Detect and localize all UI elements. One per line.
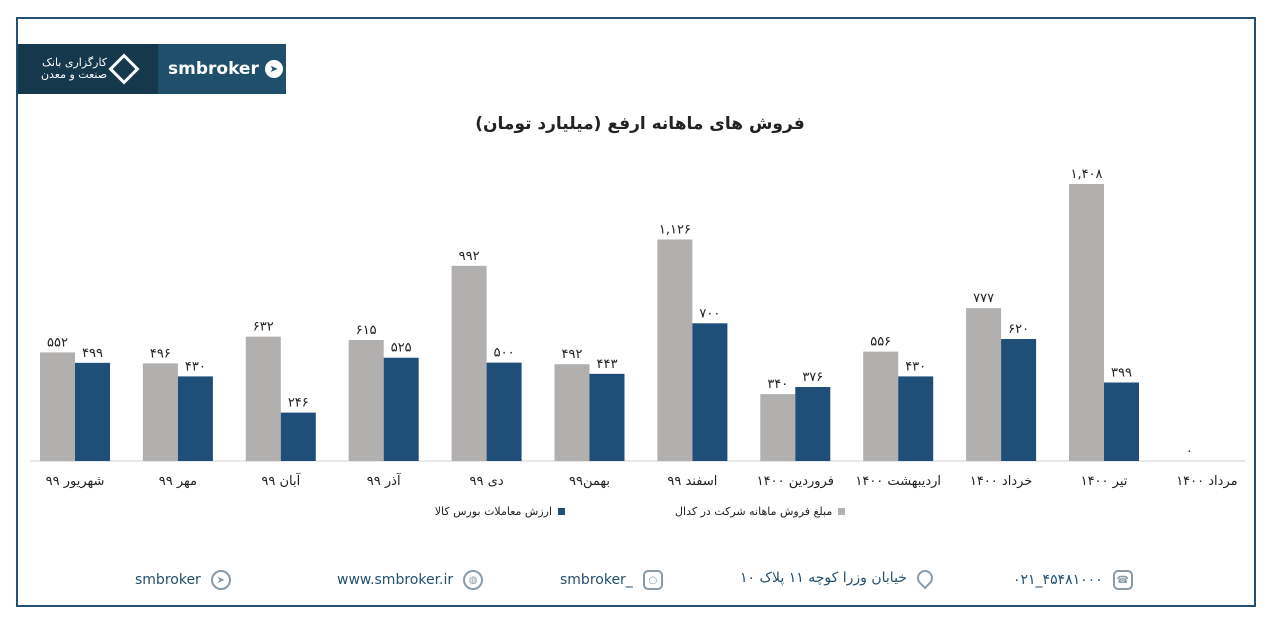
bar-s1-0 <box>75 362 110 461</box>
bar-s1-8 <box>898 376 934 461</box>
bar-s0-0 <box>40 352 75 461</box>
bar-s0-7 <box>760 394 796 461</box>
x-tick-label-10: تیر ۱۴۰۰ <box>1081 474 1128 489</box>
data-label-s1-2: ۲۴۶ <box>288 396 309 411</box>
bar-s1-9 <box>1001 339 1037 461</box>
bar-s1-2 <box>280 412 316 461</box>
header-logo-strip: کارگزاری بانک صنعت و معدن smbroker ➤ <box>18 44 286 94</box>
chart-title: فروش های ماهانه ارفع (میلیارد تومان) <box>475 114 805 134</box>
x-tick-label-11: مرداد ۱۴۰۰ <box>1176 474 1237 489</box>
footer-instagram[interactable]: smbroker_ ○ <box>560 570 663 590</box>
paper-plane-icon: ➤ <box>210 570 231 590</box>
data-label-s0-2: ۶۳۲ <box>253 320 274 335</box>
legend-swatch-gray <box>838 508 846 515</box>
data-label-s0-3: ۶۱۵ <box>356 323 377 338</box>
bar-s0-4 <box>451 265 487 461</box>
footer-address-text: خیابان وزرا کوچه ۱۱ پلاک ۱۰ <box>740 570 907 586</box>
instagram-icon: ○ <box>642 570 663 590</box>
bar-s0-8 <box>863 351 899 461</box>
x-tick-label-3: آذر ۹۹ <box>367 472 402 489</box>
x-tick-label-9: خرداد ۱۴۰۰ <box>970 474 1032 489</box>
data-label-s0-9: ۷۷۷ <box>973 291 994 306</box>
data-label-s1-5: ۴۴۳ <box>597 357 618 372</box>
brand: smbroker ➤ <box>168 59 283 79</box>
bar-s1-5 <box>589 373 625 461</box>
data-label-s0-1: ۴۹۶ <box>150 346 171 361</box>
x-tick-label-7: فروردین ۱۴۰۰ <box>757 474 834 489</box>
bar-s1-7 <box>795 387 831 461</box>
legend-swatch-blue <box>558 508 566 515</box>
x-tick-label-6: اسفند ۹۹ <box>667 474 717 489</box>
footer-website[interactable]: www.smbroker.ir ◍ <box>337 570 484 590</box>
data-label-s0-10: ۱,۴۰۸ <box>1070 167 1102 182</box>
brand-name: smbroker <box>168 59 259 79</box>
data-label-s1-6: ۷۰۰ <box>699 306 720 321</box>
data-label-s0-7: ۳۴۰ <box>767 377 788 392</box>
bar-s1-6 <box>692 323 728 461</box>
legend-label-exchange: ارزش معاملات بورس کالا <box>434 505 553 518</box>
data-label-s1-3: ۵۲۵ <box>391 341 412 356</box>
data-label-s0-8: ۵۵۶ <box>870 335 891 350</box>
bar-s1-1 <box>177 376 213 461</box>
footer-telegram-text: smbroker <box>135 572 201 588</box>
bar-s0-9 <box>966 308 1002 461</box>
data-label-s0-11: ۰ <box>1186 444 1193 459</box>
bar-s1-4 <box>486 362 522 461</box>
page-frame <box>16 17 1256 607</box>
bar-s0-2 <box>245 336 281 461</box>
data-label-s1-7: ۳۷۶ <box>802 370 823 385</box>
footer-phone-text: ۰۲۱_۴۵۴۸۱۰۰۰ <box>1013 572 1103 588</box>
footer-address: خیابان وزرا کوچه ۱۱ پلاک ۱۰ <box>740 566 937 590</box>
legend-item-exchange: ارزش معاملات بورس کالا <box>434 505 566 518</box>
bar-s0-3 <box>348 340 384 461</box>
data-label-s1-4: ۵۰۰ <box>494 346 515 361</box>
footer: smbroker ➤ www.smbroker.ir ◍ smbroker_ ○… <box>0 566 1280 600</box>
data-label-s0-6: ۱,۱۲۶ <box>659 222 691 237</box>
bar-s1-10 <box>1104 382 1139 461</box>
x-tick-label-5: بهمن۹۹ <box>569 474 610 489</box>
bar-s0-6 <box>657 239 693 461</box>
data-label-s1-8: ۴۳۰ <box>905 359 926 374</box>
bar-s0-1 <box>142 363 178 461</box>
x-tick-label-0: شهریور ۹۹ <box>46 474 105 489</box>
globe-icon: ◍ <box>463 570 484 590</box>
footer-telegram[interactable]: smbroker ➤ <box>135 570 231 590</box>
bank-logo: کارگزاری بانک صنعت و معدن <box>18 44 158 94</box>
location-pin-icon <box>913 566 937 590</box>
data-label-s1-0: ۴۹۹ <box>82 346 103 361</box>
data-label-s0-5: ۴۹۲ <box>562 347 583 362</box>
chart-legend: مبلغ فروش ماهانه شرکت در کدال ارزش معامل… <box>0 505 1280 518</box>
data-label-s1-10: ۳۹۹ <box>1111 366 1132 381</box>
data-label-s1-1: ۴۳۰ <box>185 359 206 374</box>
logo-text-line1: کارگزاری بانک <box>42 56 108 69</box>
legend-label-kodal: مبلغ فروش ماهانه شرکت در کدال <box>675 505 833 518</box>
bar-s1-3 <box>383 357 419 461</box>
telegram-icon: ➤ <box>264 60 283 78</box>
phone-icon: ☎ <box>1112 570 1133 590</box>
x-tick-label-8: اردیبهشت ۱۴۰۰ <box>855 474 941 489</box>
legend-item-kodal: مبلغ فروش ماهانه شرکت در کدال <box>675 505 846 518</box>
bar-s0-10 <box>1069 184 1104 461</box>
data-label-s1-9: ۶۲۰ <box>1008 322 1029 337</box>
x-tick-label-2: آبان ۹۹ <box>261 472 301 489</box>
bar-s0-5 <box>554 364 590 461</box>
data-label-s0-4: ۹۹۲ <box>459 249 480 264</box>
data-label-s0-0: ۵۵۲ <box>47 335 68 350</box>
footer-phone: ۰۲۱_۴۵۴۸۱۰۰۰ ☎ <box>1013 570 1133 590</box>
footer-website-text: www.smbroker.ir <box>337 572 454 588</box>
logo-text-line2: صنعت و معدن <box>40 68 108 81</box>
footer-instagram-text: smbroker_ <box>560 572 633 588</box>
x-tick-label-1: مهر ۹۹ <box>159 474 197 489</box>
x-tick-label-4: دی ۹۹ <box>470 474 504 489</box>
